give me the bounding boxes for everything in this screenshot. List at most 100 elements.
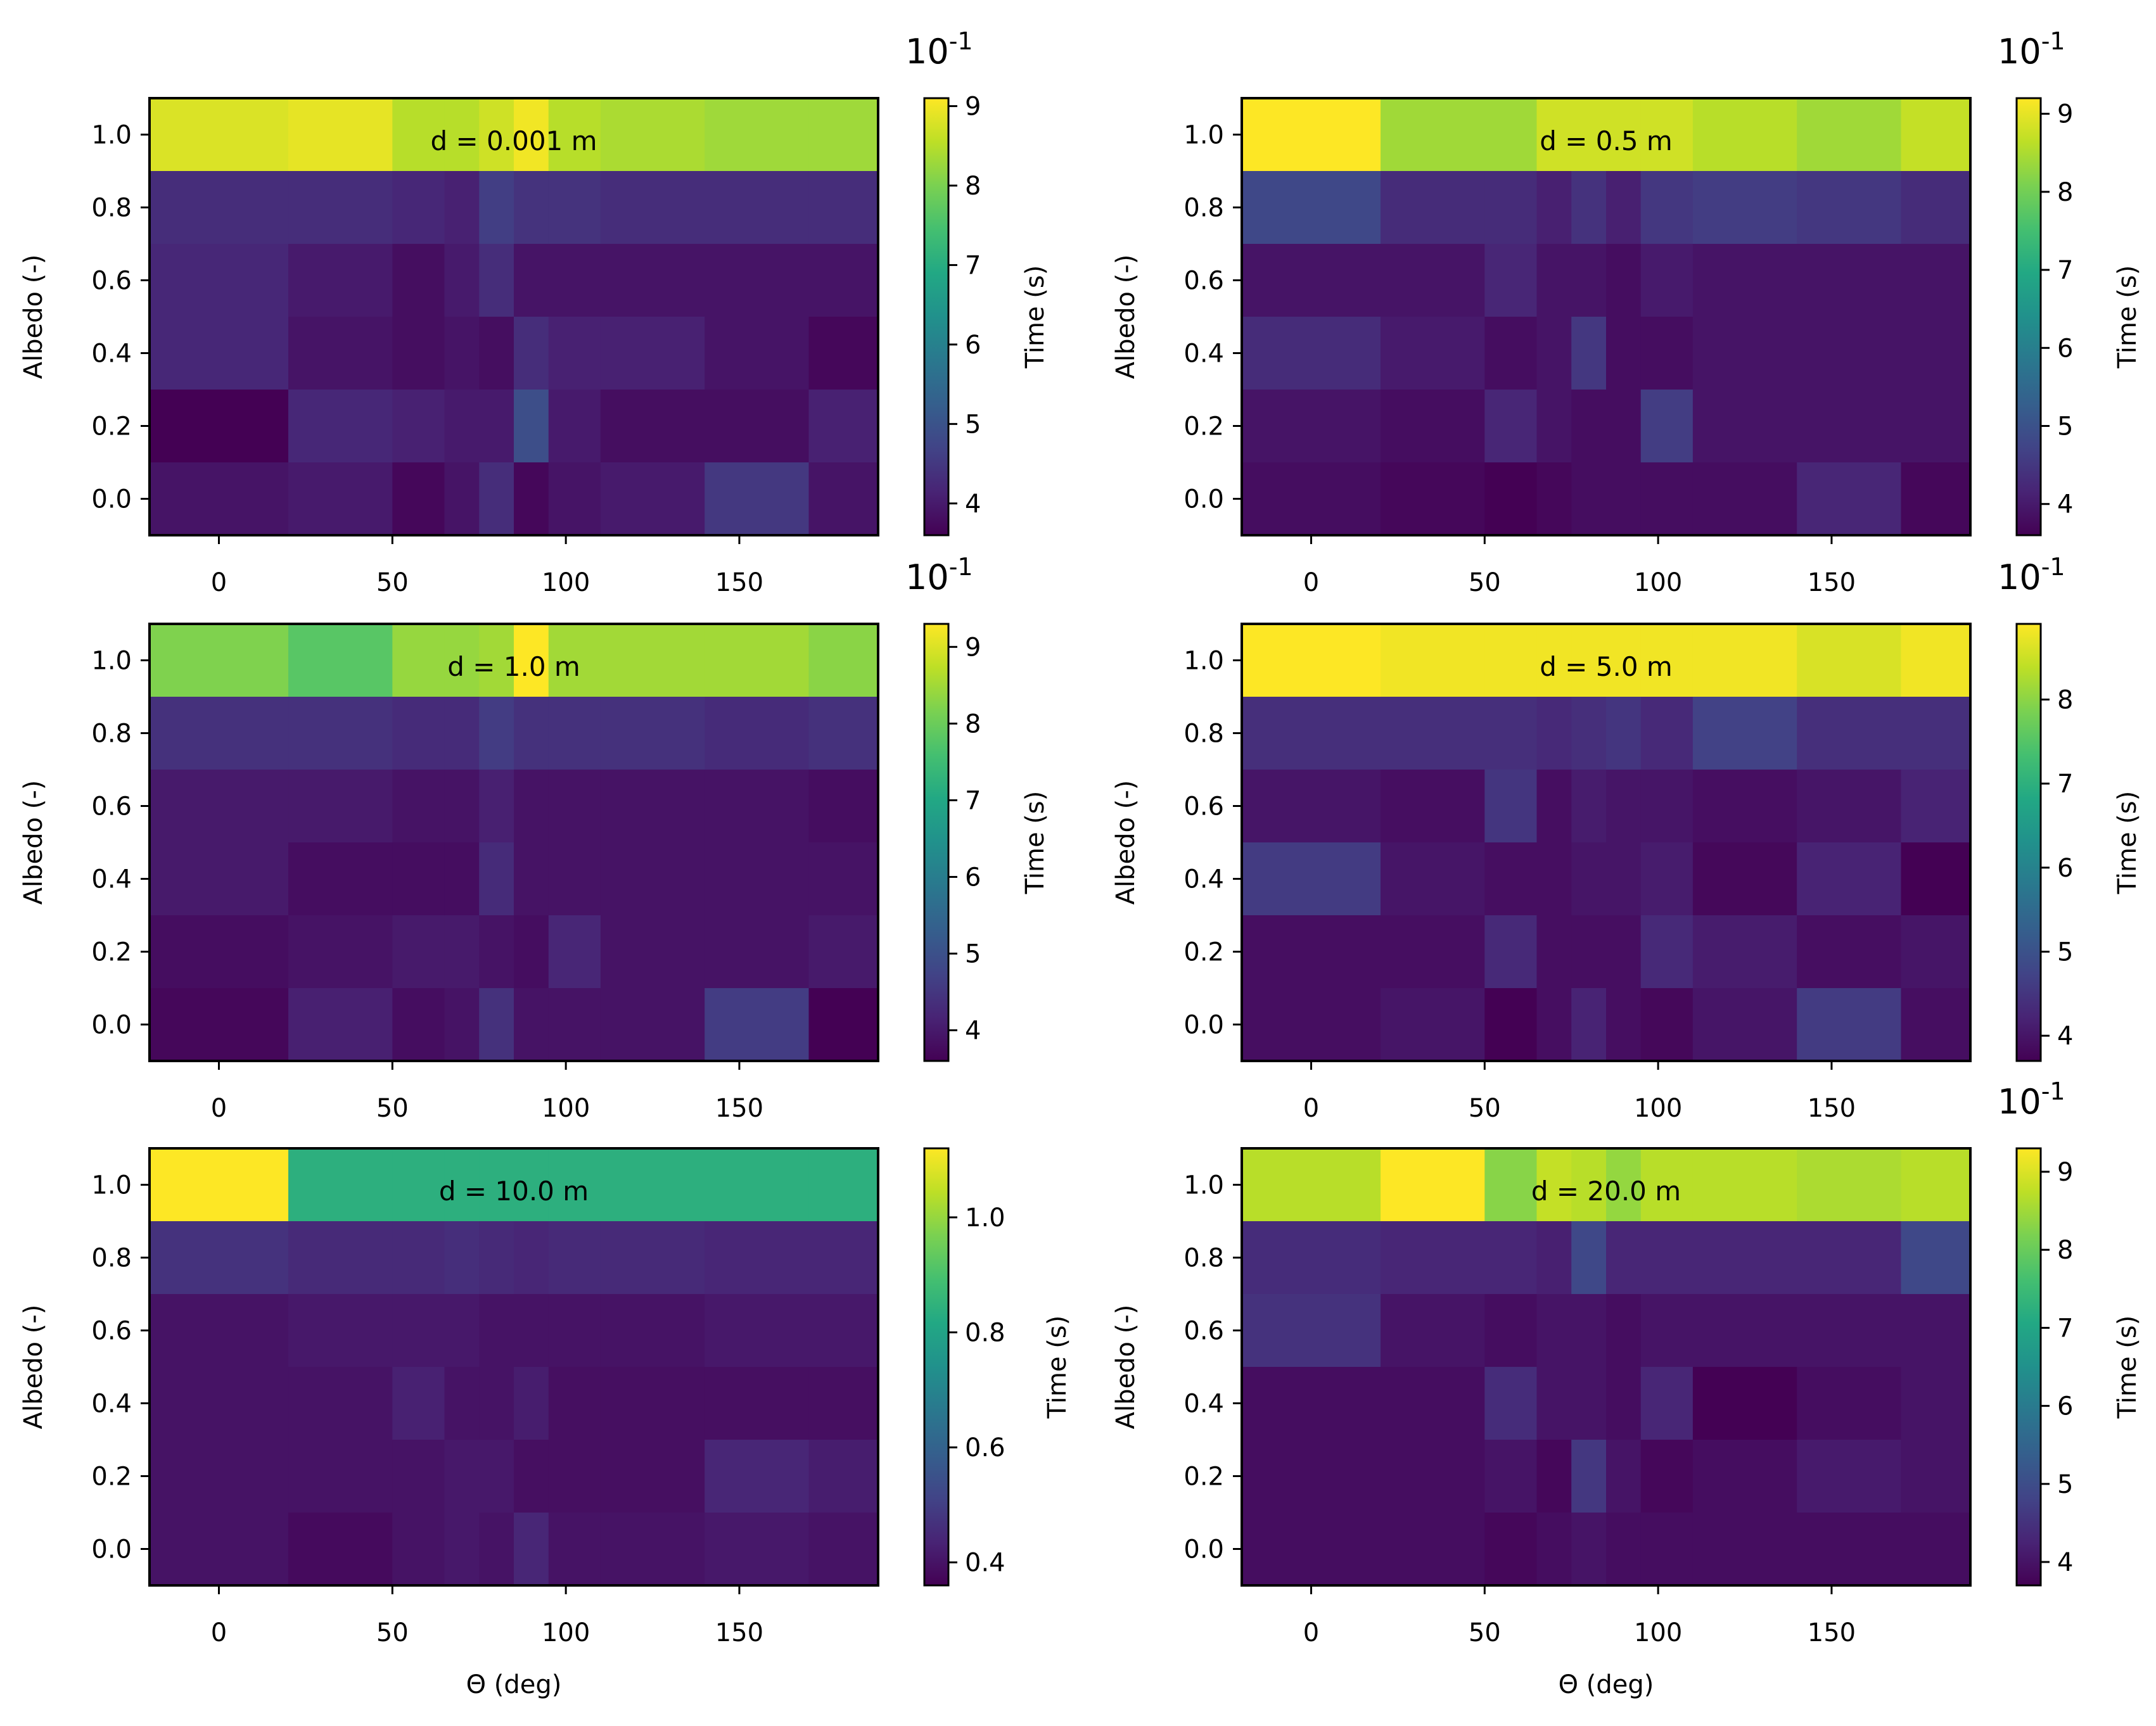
colorbar-tick-label: 9 xyxy=(2057,100,2073,129)
colorbar-tick-label: 7 xyxy=(2057,770,2073,799)
heatmap-cell xyxy=(1242,697,1381,770)
heatmap-cell xyxy=(479,462,514,536)
heatmap-cell xyxy=(600,697,705,770)
y-axis-label: Albedo (-) xyxy=(19,780,48,905)
heatmap-cell xyxy=(1381,1513,1486,1586)
x-tick-label: 0 xyxy=(1303,1094,1319,1123)
colorbar xyxy=(923,1147,950,1587)
y-tick-label: 0.8 xyxy=(1183,1244,1224,1273)
heatmap-cell xyxy=(808,390,879,463)
heatmap-cell xyxy=(705,1221,810,1295)
heatmap-cell xyxy=(288,1148,393,1222)
heatmap-cell xyxy=(392,1367,445,1440)
heatmap-cell xyxy=(705,770,810,843)
heatmap-cell xyxy=(1797,1367,1902,1440)
heatmap-cell xyxy=(808,98,879,172)
heatmap-cell xyxy=(1571,390,1607,463)
heatmap-cell xyxy=(1242,624,1381,697)
heatmap-cell xyxy=(444,462,480,536)
y-tick-label: 1.0 xyxy=(1183,121,1224,150)
colorbar-tick-label: 9 xyxy=(965,633,981,662)
heatmap-cell xyxy=(600,1294,705,1367)
heatmap-cell xyxy=(444,171,480,244)
heatmap-cell xyxy=(479,697,514,770)
heatmap-cell xyxy=(1381,915,1486,989)
heatmap-cell xyxy=(288,171,393,244)
heatmap-cell xyxy=(808,1367,879,1440)
heatmap-cell xyxy=(1381,1440,1486,1513)
y-tick-label: 0.4 xyxy=(91,1390,132,1419)
heatmap-cell xyxy=(1797,1221,1902,1295)
heatmap-cell xyxy=(392,697,445,770)
y-tick-label: 0.6 xyxy=(1183,792,1224,822)
heatmap-cell xyxy=(479,770,514,843)
heatmap-cell xyxy=(1484,1440,1538,1513)
colorbar-tick-label: 8 xyxy=(2057,685,2073,714)
heatmap-cell xyxy=(1484,1367,1538,1440)
heatmap-cell xyxy=(1381,98,1486,172)
heatmap-panel: d = 20.0 m0 50 100 1501.00.80.60.40.20.0Alb… xyxy=(1111,1077,2142,1699)
heatmap-cell xyxy=(600,462,705,536)
panel-title: d = 20.0 m xyxy=(1531,1176,1681,1207)
colorbar-multiplier: 10-1 xyxy=(905,553,973,597)
heatmap-cell xyxy=(1901,624,1971,697)
heatmap-cell xyxy=(1242,1148,1381,1222)
heatmap-cell xyxy=(808,842,879,916)
heatmap-cell xyxy=(808,988,879,1062)
heatmap-cell xyxy=(288,98,393,172)
heatmap-cell xyxy=(514,98,549,172)
heatmap-cell xyxy=(514,244,549,317)
x-tick-label: 50 xyxy=(376,1618,409,1647)
y-tick-label: 1.0 xyxy=(91,647,132,676)
heatmap-cell xyxy=(288,988,393,1062)
heatmap-cell xyxy=(548,317,601,390)
heatmap-cell xyxy=(1242,1513,1381,1586)
heatmap-cell xyxy=(444,915,480,989)
heatmap-cell xyxy=(514,1294,549,1367)
heatmap-cell xyxy=(1606,915,1642,989)
heatmap-cell xyxy=(1536,770,1572,843)
heatmap-cell xyxy=(288,842,393,916)
colorbar-tick-label: 6 xyxy=(2057,854,2073,883)
heatmap-cell xyxy=(548,988,601,1062)
heatmap-cell xyxy=(1536,1440,1572,1513)
heatmap-cell xyxy=(1571,1221,1607,1295)
heatmap-cell xyxy=(1692,317,1797,390)
heatmap-cell xyxy=(705,624,810,697)
heatmap-cell xyxy=(150,624,289,697)
heatmap-cell xyxy=(392,1440,445,1513)
heatmap-cell xyxy=(514,1440,549,1513)
panel-title: d = 0.001 m xyxy=(430,125,597,156)
heatmap-cell xyxy=(1381,842,1486,916)
heatmap-cell xyxy=(1571,317,1607,390)
plot-frame xyxy=(148,623,879,1062)
heatmap-cell xyxy=(1901,1148,1971,1222)
x-tick-label: 0 xyxy=(1303,568,1319,597)
colorbar-tick-label: 5 xyxy=(2057,1470,2073,1499)
x-tick-label: 100 xyxy=(1634,1618,1682,1647)
heatmap-cell xyxy=(1797,697,1902,770)
heatmap-cell xyxy=(548,1513,601,1586)
heatmap-cell xyxy=(1901,317,1971,390)
panel-title: d = 1.0 m xyxy=(447,651,580,682)
heatmap-cell xyxy=(1797,390,1902,463)
heatmap-cell xyxy=(444,1513,480,1586)
heatmap-cell xyxy=(1606,317,1642,390)
heatmap-cell xyxy=(514,697,549,770)
y-axis-label: Albedo (-) xyxy=(19,1305,48,1430)
heatmap-cell xyxy=(705,988,810,1062)
heatmap-cell xyxy=(1484,244,1538,317)
colorbar-label: Time (s) xyxy=(2113,1316,2142,1419)
x-tick-label: 100 xyxy=(1634,1094,1682,1123)
heatmap-cell xyxy=(1901,1513,1971,1586)
heatmap-cell xyxy=(548,390,601,463)
heatmap-cell xyxy=(479,1221,514,1295)
heatmap-cell xyxy=(392,1148,445,1222)
heatmap-cell xyxy=(479,1440,514,1513)
y-tick-label: 0.6 xyxy=(91,1317,132,1346)
heatmap-cell xyxy=(1797,915,1902,989)
heatmap-cell xyxy=(1692,624,1797,697)
heatmap-cell xyxy=(1901,770,1971,843)
colorbar-tick-label: 0.8 xyxy=(965,1319,1005,1348)
heatmap-cell xyxy=(150,697,289,770)
